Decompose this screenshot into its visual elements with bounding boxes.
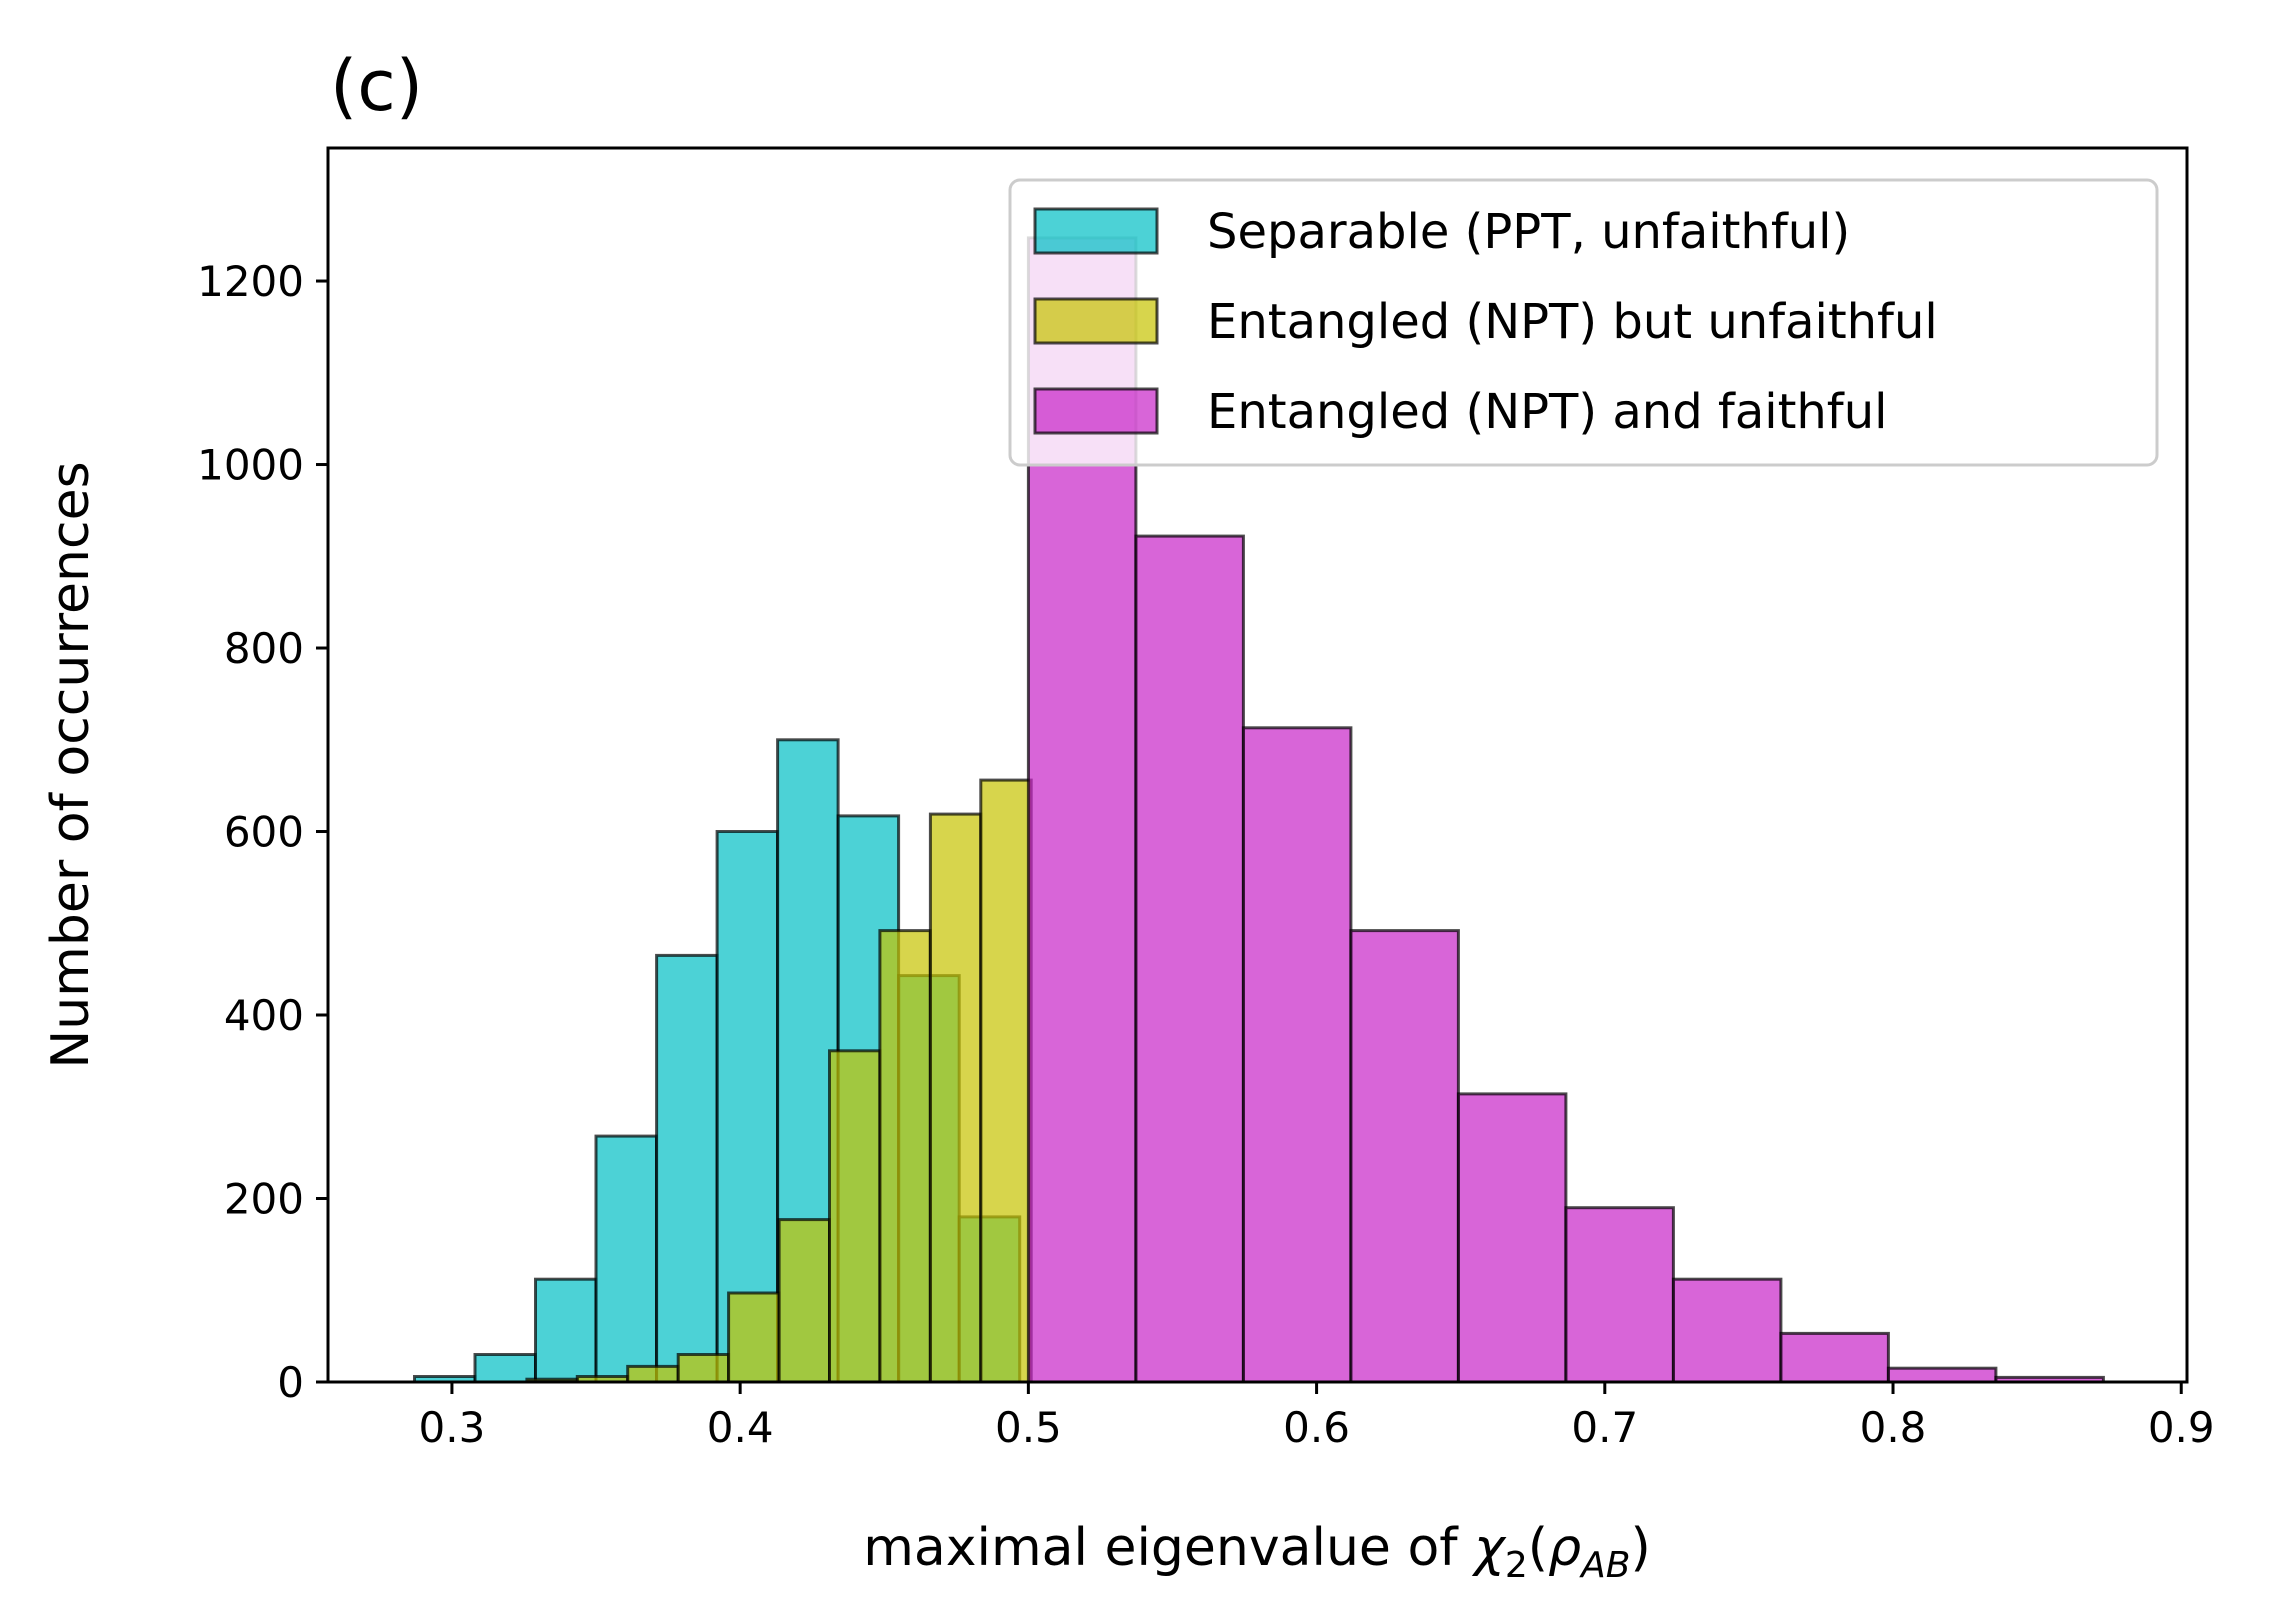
bars-layer <box>413 236 2105 1384</box>
bar-series-1-bin-5 <box>777 1218 831 1384</box>
x-axis-ticks: 0.3 0.4 0.5 0.6 0.7 0.8 0.9 <box>419 1382 2215 1452</box>
legend-swatch-npt-unfaithful <box>1033 297 1159 345</box>
panel-label: (c) <box>330 45 423 127</box>
plot-frame <box>326 146 2189 1384</box>
bar-series-2-bin-5 <box>1564 1206 1675 1384</box>
bar-series-0-bin-4 <box>655 953 719 1384</box>
y-tick-label: 800 <box>224 624 304 673</box>
bar-series-2-bin-2 <box>1241 726 1353 1384</box>
y-tick-label: 1000 <box>197 441 304 490</box>
y-tick-label: 400 <box>224 991 304 1040</box>
y-axis-label: Number of occurrences <box>41 461 101 1068</box>
bar-series-1-bin-2 <box>626 1364 680 1384</box>
bar-series-2-bin-6 <box>1671 1277 1783 1384</box>
legend-box <box>1008 178 2159 467</box>
bar-series-2-bin-7 <box>1779 1331 1890 1384</box>
y-axis-ticks: 0 200 400 600 800 1000 1200 <box>197 257 328 1407</box>
bar-series-1-bin-3 <box>676 1353 731 1384</box>
x-tick-label: 0.9 <box>2148 1403 2215 1452</box>
series-2-bars <box>1026 236 2105 1384</box>
x-tick-label: 0.4 <box>707 1403 774 1452</box>
x-tick-label: 0.3 <box>419 1403 486 1452</box>
bar-series-1-bin-6 <box>828 1049 882 1384</box>
legend-label-npt-faithful: Entangled (NPT) and faithful <box>1207 384 1887 440</box>
legend-label-separable: Separable (PPT, unfaithful) <box>1207 204 1850 260</box>
x-tick-label: 0.7 <box>1571 1403 1638 1452</box>
legend-swatch-npt-faithful <box>1033 387 1159 435</box>
y-tick-label: 600 <box>224 808 304 857</box>
x-axis-label: maximal eigenvalue of χ2(ρAB) <box>863 1518 1650 1586</box>
bar-series-1-bin-9 <box>979 778 1033 1384</box>
bar-series-2-bin-4 <box>1456 1092 1568 1384</box>
bar-series-2-bin-3 <box>1349 929 1460 1384</box>
legend: Separable (PPT, unfaithful) Entangled (N… <box>1008 178 2159 467</box>
bar-series-2-bin-8 <box>1886 1366 1998 1384</box>
y-tick-label: 200 <box>224 1175 304 1224</box>
bar-series-0-bin-3 <box>594 1134 658 1384</box>
legend-swatch-separable <box>1033 207 1159 255</box>
bar-series-2-bin-1 <box>1134 534 1245 1384</box>
bar-series-1-bin-7 <box>878 929 932 1384</box>
x-tick-label: 0.6 <box>1283 1403 1350 1452</box>
y-tick-label: 1200 <box>197 257 304 306</box>
y-tick-label: 0 <box>277 1358 304 1407</box>
x-tick-label: 0.5 <box>995 1403 1062 1452</box>
bar-series-1-bin-8 <box>928 812 983 1384</box>
x-tick-label: 0.8 <box>1860 1403 1927 1452</box>
bar-series-0-bin-2 <box>534 1277 598 1384</box>
series-1-bars <box>525 778 1033 1384</box>
legend-label-npt-unfaithful: Entangled (NPT) but unfaithful <box>1207 294 1938 350</box>
bar-series-1-bin-4 <box>727 1291 781 1384</box>
